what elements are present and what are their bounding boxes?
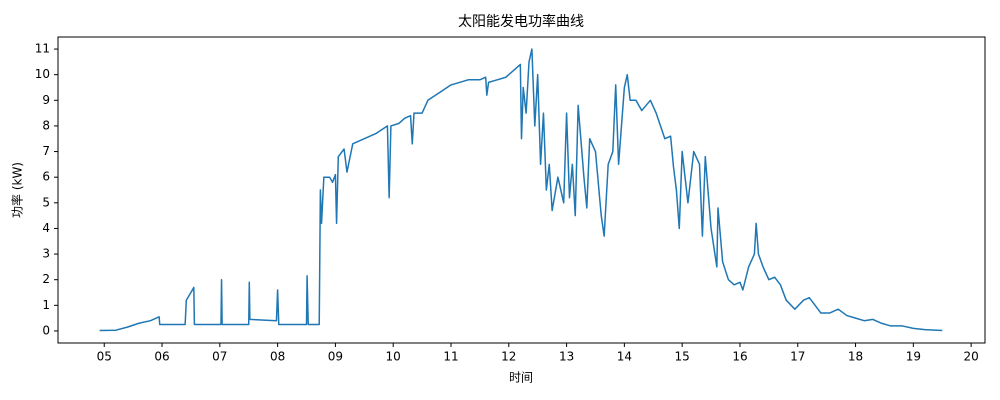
- x-tick-label: 05: [97, 350, 112, 364]
- x-tick-label: 10: [386, 350, 401, 364]
- y-tick-label: 3: [42, 247, 50, 261]
- y-tick-label: 5: [42, 195, 50, 209]
- y-tick-label: 9: [42, 93, 50, 107]
- y-tick-label: 0: [42, 323, 50, 337]
- x-tick-label: 08: [270, 350, 285, 364]
- plot-frame: [57, 36, 986, 344]
- y-tick-label: 7: [42, 144, 50, 158]
- x-tick-label: 20: [963, 350, 978, 364]
- x-tick-label: 11: [443, 350, 458, 364]
- y-tick-label: 1: [42, 298, 50, 312]
- x-tick-label: 18: [848, 350, 863, 364]
- x-tick-label: 17: [790, 350, 805, 364]
- y-axis-label: 功率 (kW): [10, 162, 25, 218]
- y-tick-label: 8: [42, 118, 50, 132]
- y-tick-label: 2: [42, 272, 50, 286]
- x-axis-label: 时间: [509, 371, 533, 385]
- power-line: [99, 48, 943, 332]
- x-tick-label: 06: [154, 350, 169, 364]
- x-tick-label: 13: [559, 350, 574, 364]
- y-tick-label: 6: [42, 170, 50, 184]
- y-tick-label: 11: [35, 42, 50, 56]
- x-tick-label: 14: [617, 350, 632, 364]
- y-tick-label: 10: [35, 67, 50, 81]
- y-tick-label: 4: [42, 221, 50, 235]
- x-tick-label: 12: [501, 350, 516, 364]
- x-tick-label: 15: [675, 350, 690, 364]
- x-tick-label: 07: [212, 350, 227, 364]
- x-tick-label: 16: [732, 350, 747, 364]
- chart-title: 太阳能发电功率曲线: [458, 13, 584, 30]
- x-tick-label: 19: [906, 350, 921, 364]
- x-tick-label: 09: [328, 350, 343, 364]
